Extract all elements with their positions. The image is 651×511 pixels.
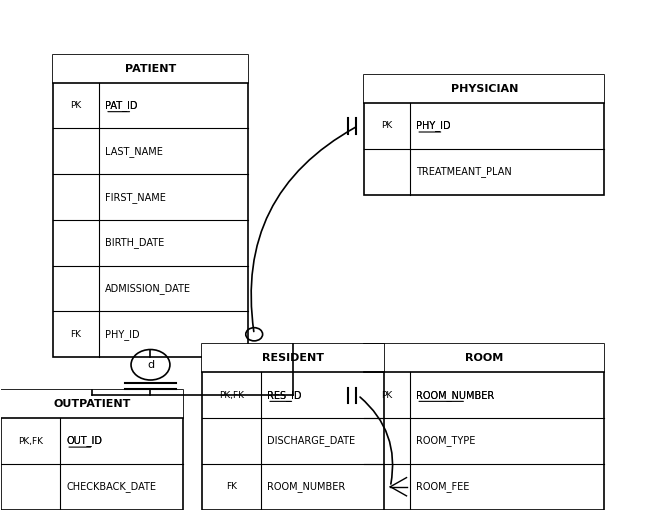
Text: OUT_ID: OUT_ID bbox=[66, 435, 102, 447]
Text: PHYSICIAN: PHYSICIAN bbox=[450, 84, 518, 94]
FancyBboxPatch shape bbox=[202, 344, 384, 509]
FancyBboxPatch shape bbox=[365, 344, 604, 509]
Text: PK,FK: PK,FK bbox=[18, 436, 43, 446]
Text: PAT_ID: PAT_ID bbox=[105, 100, 137, 111]
Text: PK,FK: PK,FK bbox=[219, 391, 244, 400]
Text: TREATMEANT_PLAN: TREATMEANT_PLAN bbox=[416, 166, 512, 177]
Text: FIRST_NAME: FIRST_NAME bbox=[105, 192, 166, 202]
FancyBboxPatch shape bbox=[365, 75, 604, 103]
Text: ADMISSION_DATE: ADMISSION_DATE bbox=[105, 283, 191, 294]
Text: PK: PK bbox=[381, 122, 393, 130]
Text: PAT_ID: PAT_ID bbox=[105, 100, 137, 111]
Text: PHY_ID: PHY_ID bbox=[416, 121, 451, 131]
FancyBboxPatch shape bbox=[53, 55, 248, 357]
Text: d: d bbox=[147, 360, 154, 370]
Text: RES_ID: RES_ID bbox=[267, 390, 301, 401]
Text: OUT_ID: OUT_ID bbox=[66, 435, 102, 447]
FancyBboxPatch shape bbox=[1, 390, 183, 509]
Text: OUTPATIENT: OUTPATIENT bbox=[53, 399, 131, 409]
Text: CHECKBACK_DATE: CHECKBACK_DATE bbox=[66, 481, 156, 492]
Text: ROOM_FEE: ROOM_FEE bbox=[416, 481, 469, 492]
Text: BIRTH_DATE: BIRTH_DATE bbox=[105, 237, 164, 248]
Text: FK: FK bbox=[70, 330, 81, 339]
Text: PHY_ID: PHY_ID bbox=[105, 329, 140, 340]
FancyBboxPatch shape bbox=[365, 75, 604, 195]
Text: RESIDENT: RESIDENT bbox=[262, 354, 324, 363]
FancyBboxPatch shape bbox=[202, 344, 384, 373]
Text: ROOM: ROOM bbox=[465, 354, 503, 363]
Text: FK: FK bbox=[226, 482, 237, 491]
Text: RES_ID: RES_ID bbox=[267, 390, 301, 401]
Text: PHY_ID: PHY_ID bbox=[416, 121, 451, 131]
Text: ROOM_TYPE: ROOM_TYPE bbox=[416, 435, 476, 447]
Text: PK: PK bbox=[70, 101, 81, 110]
FancyBboxPatch shape bbox=[53, 55, 248, 83]
FancyBboxPatch shape bbox=[1, 390, 183, 418]
Text: ROOM_NUMBER: ROOM_NUMBER bbox=[267, 481, 346, 492]
Text: PK: PK bbox=[381, 391, 393, 400]
Text: ROOM_NUMBER: ROOM_NUMBER bbox=[416, 390, 495, 401]
Text: ROOM_NUMBER: ROOM_NUMBER bbox=[416, 390, 495, 401]
Text: DISCHARGE_DATE: DISCHARGE_DATE bbox=[267, 435, 355, 447]
Text: LAST_NAME: LAST_NAME bbox=[105, 146, 163, 157]
Text: PATIENT: PATIENT bbox=[125, 64, 176, 74]
FancyBboxPatch shape bbox=[365, 344, 604, 373]
